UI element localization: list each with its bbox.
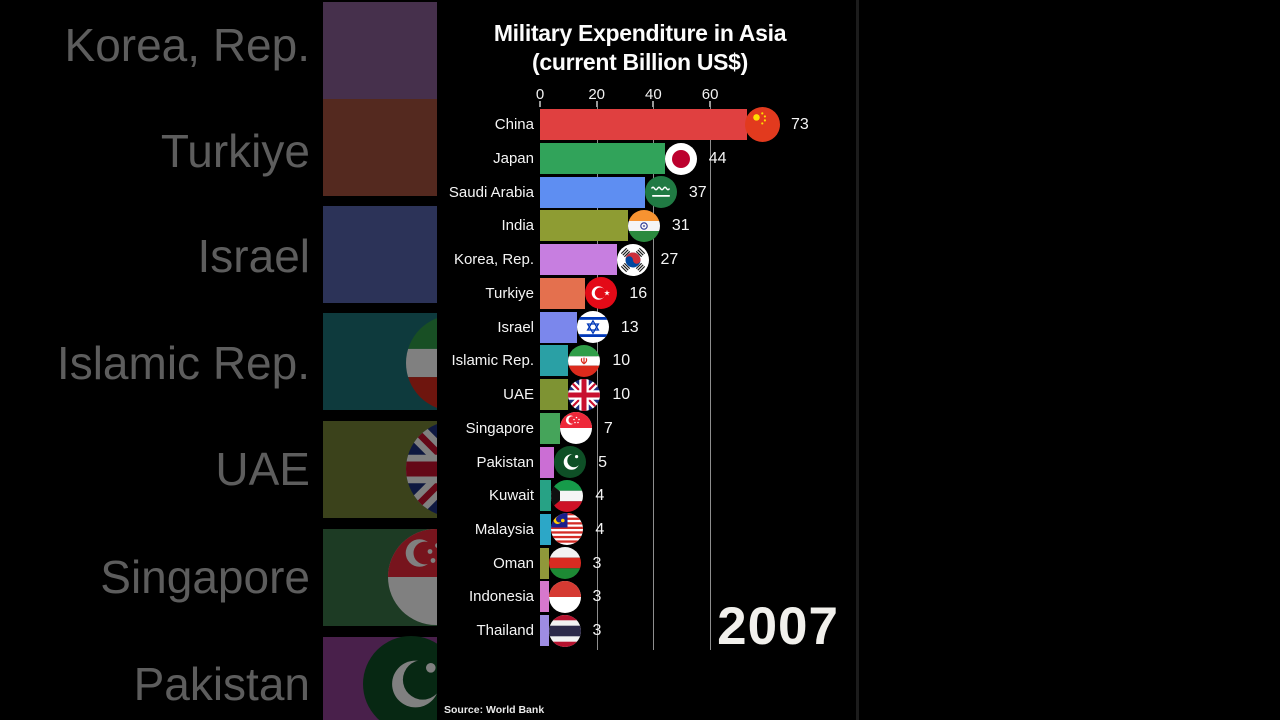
value-label: 10: [612, 352, 631, 370]
country-label: Korea, Rep.: [453, 251, 534, 269]
value-label: 37: [688, 183, 707, 201]
bar: [540, 277, 586, 309]
value-label: 16: [629, 284, 648, 302]
bar: [540, 412, 560, 444]
flag-japan-icon: [664, 142, 697, 175]
country-label: China: [494, 116, 534, 134]
background-country-label: Korea, Rep.: [64, 19, 310, 71]
x-axis-tick-label: 40: [645, 86, 662, 103]
value-label: 27: [660, 251, 679, 269]
value-label: 31: [671, 217, 690, 235]
value-label: 10: [612, 386, 631, 404]
flag-uk-icon: [568, 378, 601, 411]
background-country-label: Pakistan: [133, 658, 310, 710]
value-label: 3: [592, 554, 602, 572]
value-label: 4: [595, 520, 605, 538]
flag-pakistan-icon: [363, 636, 437, 720]
bar: [540, 513, 552, 545]
flag-singapore-icon: [559, 412, 592, 445]
bar: [540, 244, 617, 276]
background-bar: [323, 2, 437, 99]
background-gridline: [856, 0, 859, 720]
background-bar: [323, 206, 437, 303]
bar: [540, 311, 577, 343]
flag-india-icon: [627, 209, 660, 242]
country-label: Pakistan: [476, 453, 534, 471]
value-label: 4: [595, 487, 605, 505]
gridline: [596, 107, 598, 650]
bar: [540, 143, 665, 175]
x-axis-tick-label: 60: [701, 86, 719, 103]
country-label: Singapore: [465, 419, 534, 437]
flag-indonesia-icon: [548, 580, 581, 613]
flag-south-korea-icon: [616, 243, 649, 276]
background-country-label: Turkiye: [160, 125, 310, 177]
bar: [540, 581, 549, 613]
value-label: 5: [598, 453, 608, 471]
country-label: Malaysia: [474, 520, 534, 538]
background-country-label: UAE: [215, 443, 310, 495]
country-label: Japan: [493, 150, 534, 168]
country-label: Kuwait: [488, 487, 534, 505]
x-axis-tick-label: 0: [535, 86, 545, 103]
x-axis-tick-mark: [595, 101, 598, 107]
country-label: Israel: [497, 318, 534, 336]
background-right-panel: [843, 0, 1280, 720]
country-label: Saudi Arabia: [448, 183, 534, 201]
gridline: [653, 107, 655, 650]
chart-panel: Military Expenditure in Asia (current Bi…: [437, 0, 843, 720]
bar: [540, 615, 549, 647]
bar: [540, 547, 549, 579]
value-label: 3: [592, 622, 602, 640]
background-country-label: Islamic Rep.: [56, 337, 310, 389]
country-label: UAE: [503, 386, 534, 404]
value-label: 7: [603, 419, 613, 437]
flag-thailand-icon: [548, 614, 581, 647]
flag-oman-icon: [548, 547, 581, 580]
flag-saudi-arabia-icon: [644, 176, 677, 209]
x-axis-tick-mark: [709, 101, 712, 107]
chart-title-line1: Military Expenditure in Asia: [493, 20, 787, 46]
flag-uk-icon: [406, 421, 437, 517]
background-country-label: Israel: [197, 230, 310, 282]
flag-turkiye-icon: [585, 277, 618, 310]
flag-china-icon: [745, 107, 781, 143]
flag-israel-icon: [576, 311, 609, 344]
country-label: Turkiye: [485, 284, 534, 302]
x-axis-tick-mark: [652, 101, 655, 107]
bar: [540, 109, 747, 141]
background-bar: [323, 99, 437, 196]
chart-title: Military Expenditure in Asia (current Bi…: [437, 19, 843, 77]
country-label: Indonesia: [468, 588, 534, 606]
source-attribution: Source: World Bank: [444, 704, 545, 716]
country-label: Thailand: [476, 622, 534, 640]
country-label: Oman: [493, 554, 534, 572]
gridline: [710, 107, 712, 650]
value-label: 3: [592, 588, 602, 606]
country-label: India: [501, 217, 534, 235]
year-label: 2007: [717, 597, 839, 656]
background-country-label: Singapore: [100, 551, 310, 603]
flag-iran-icon: [568, 344, 601, 377]
background-left-panel: Korea, Rep. Turkiye Israel Islamic Rep. UAE S…: [0, 0, 437, 720]
bar: [540, 210, 628, 242]
bar: [540, 379, 569, 411]
bar: [540, 345, 569, 377]
bar: [540, 446, 555, 478]
chart-title-line2: (current Billion US$): [531, 49, 749, 75]
flag-malaysia-icon: [551, 513, 584, 546]
x-axis-tick-label: 20: [588, 86, 606, 103]
flag-pakistan-icon: [554, 446, 587, 478]
value-label: 13: [620, 318, 639, 336]
value-label: 73: [790, 116, 809, 134]
country-label: Islamic Rep.: [451, 352, 534, 370]
bar: [540, 176, 645, 208]
x-axis-tick-mark: [539, 101, 541, 107]
bar: [540, 480, 552, 512]
flag-kuwait-icon: [551, 479, 584, 512]
value-label: 44: [708, 150, 727, 168]
